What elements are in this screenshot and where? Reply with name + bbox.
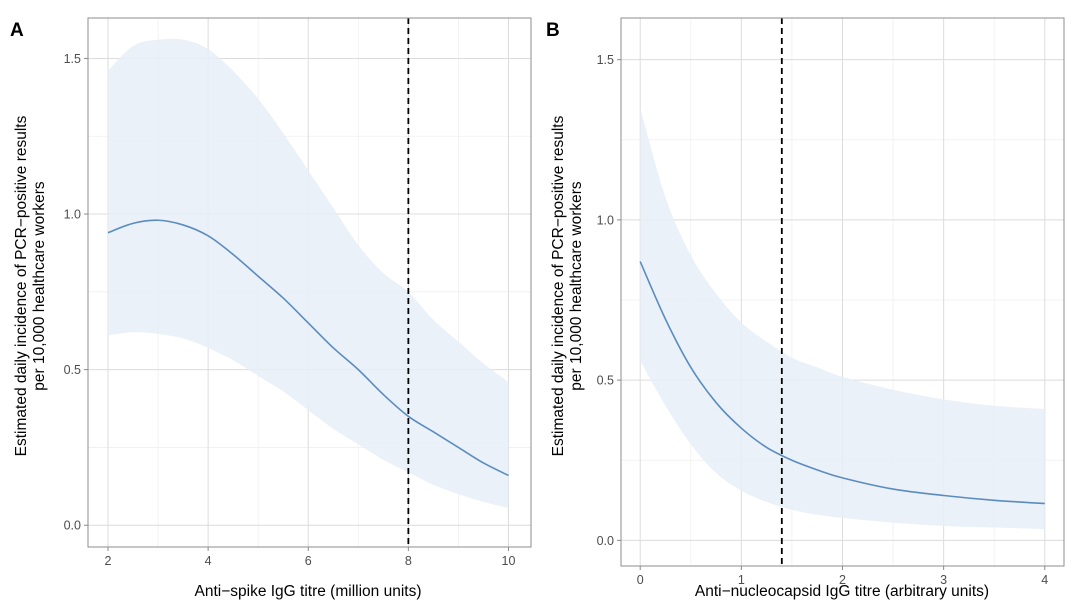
panel-b-y-axis-title-line1: Estimated daily incidence of PCR−positiv… — [550, 115, 567, 456]
panel-a-x-tick-label-4: 10 — [502, 554, 516, 568]
panel-a-x-axis-title: Anti−spike IgG titre (million units) — [195, 583, 422, 600]
panel-b-x-tick-label-1: 1 — [738, 573, 745, 587]
panel-b-x-axis-title: Anti−nucleocapsid IgG titre (arbitrary u… — [695, 583, 989, 600]
panel-a-y-tick-label-3: 1.5 — [64, 52, 81, 66]
panel-a-plot-frame — [87, 17, 532, 548]
panel-b-x-tick-label-2: 2 — [839, 573, 846, 587]
panel-b-y-tick-label-2: 1.0 — [597, 213, 614, 227]
panel-b-y-tick-label-0: 0.0 — [597, 534, 614, 548]
panel-b-x-tick-label-0: 0 — [637, 573, 644, 587]
panel-b-y-tick-label-1: 0.5 — [597, 374, 614, 388]
panel-a-letter: A — [10, 20, 24, 41]
panel-b-x-tick-label-3: 3 — [940, 573, 947, 587]
panel-b-confidence-band — [640, 107, 1045, 530]
panel-a-x-tick-label-1: 4 — [205, 554, 212, 568]
panel-b-estimate-line — [639, 261, 1045, 505]
panel-a-y-tick-label-0: 0.0 — [64, 519, 81, 533]
panel-a-estimate-line — [107, 219, 509, 477]
panel-a-x-tick-label-3: 8 — [405, 554, 412, 568]
panel-a: A Estimated daily incidence of PCR−posit… — [10, 17, 532, 600]
panel-a-y-tick-label-1: 0.5 — [64, 363, 81, 377]
panel-b-y-axis-title-line2: per 10,000 healthcare workers — [568, 181, 585, 391]
panel-a-y-tick-label-2: 1.0 — [64, 208, 81, 222]
panel-b-y-tick-label-3: 1.5 — [597, 53, 614, 67]
panel-b-letter: B — [546, 20, 560, 41]
panel-a-x-tick-label-2: 6 — [305, 554, 312, 568]
panel-a-x-tick-label-0: 2 — [105, 554, 112, 568]
panel-a-y-axis-title-line2: per 10,000 healthcare workers — [31, 181, 48, 391]
panel-b: B Estimated daily incidence of PCR−posit… — [546, 17, 1065, 600]
panel-a-y-axis-title-line1: Estimated daily incidence of PCR−positiv… — [13, 115, 30, 456]
panel-b-x-tick-label-4: 4 — [1041, 573, 1048, 587]
